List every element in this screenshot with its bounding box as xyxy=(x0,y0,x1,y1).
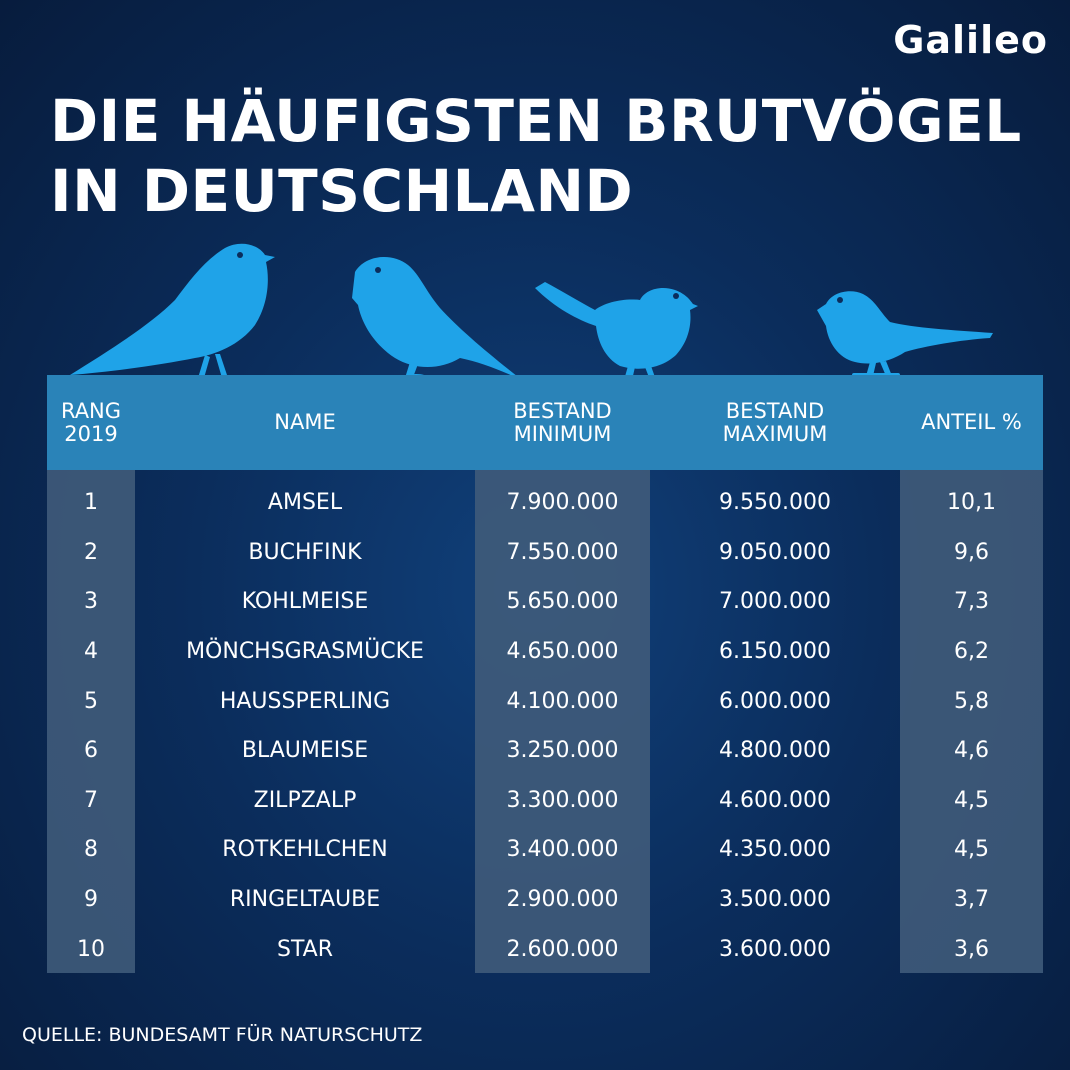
cell-share: 4,6 xyxy=(954,738,989,764)
cell-name: BUCHFINK xyxy=(248,539,362,565)
cell-maximum: 6.150.000 xyxy=(719,639,831,665)
galileo-logo: Galileo xyxy=(893,18,1048,62)
cell-share: 10,1 xyxy=(947,490,996,516)
cell-rank: 3 xyxy=(84,589,98,615)
cell-share: 3,7 xyxy=(954,887,989,913)
table-row: 8 ROTKEHLCHEN 3.400.000 4.350.000 4,5 xyxy=(47,825,1043,875)
cell-minimum: 3.300.000 xyxy=(506,787,619,813)
table-row: 6 BLAUMEISE 3.250.000 4.800.000 4,6 xyxy=(47,726,1043,776)
breeding-birds-table: RANG 2019 NAME BESTAND MINIMUM BESTAND M… xyxy=(47,375,1043,973)
cell-name: STAR xyxy=(276,936,334,962)
header-minimum-line2: MINIMUM xyxy=(513,421,612,446)
bird-3-icon xyxy=(535,282,698,381)
cell-minimum: 5.650.000 xyxy=(506,589,619,615)
table-row: 2 BUCHFINK 7.550.000 9.050.000 9,6 xyxy=(47,528,1043,578)
cell-share: 5,8 xyxy=(954,688,989,714)
table-row: 10 STAR 2.600.000 3.600.000 3,6 xyxy=(47,924,1043,974)
cell-rank: 2 xyxy=(84,539,98,565)
header-maximum-line2: MAXIMUM xyxy=(722,421,828,446)
cell-rank: 9 xyxy=(84,887,98,913)
cell-rank: 10 xyxy=(77,936,105,962)
cell-name: ZILPZALP xyxy=(253,787,357,813)
bird-2-icon xyxy=(352,256,522,382)
rank-column-shade xyxy=(47,470,135,973)
cell-share: 3,6 xyxy=(954,936,989,962)
cell-rank: 1 xyxy=(84,490,98,516)
cell-rank: 8 xyxy=(84,837,98,863)
cell-maximum: 3.500.000 xyxy=(719,887,831,913)
cell-name: BLAUMEISE xyxy=(241,738,369,764)
header-share-line1: ANTEIL % xyxy=(921,410,1022,434)
minimum-column-shade xyxy=(475,470,650,973)
cell-share: 4,5 xyxy=(954,787,989,813)
cell-minimum: 3.400.000 xyxy=(506,837,619,863)
header-name: NAME xyxy=(135,375,475,470)
table-row: 9 RINGELTAUBE 2.900.000 3.500.000 3,7 xyxy=(47,875,1043,925)
cell-minimum: 2.900.000 xyxy=(506,887,619,913)
source-note: QUELLE: BUNDESAMT FÜR NATURSCHUTZ xyxy=(22,1024,423,1046)
cell-maximum: 3.600.000 xyxy=(719,936,831,962)
cell-minimum: 7.900.000 xyxy=(506,490,619,516)
header-rank-line1: RANG xyxy=(60,398,122,423)
bird-silhouettes xyxy=(70,243,993,382)
cell-maximum: 9.050.000 xyxy=(719,539,831,565)
cell-name: KOHLMEISE xyxy=(241,589,369,615)
table-row: 4 MÖNCHSGRASMÜCKE 4.650.000 6.150.000 6,… xyxy=(47,627,1043,677)
cell-maximum: 4.600.000 xyxy=(719,787,831,813)
header-minimum-line1: BESTAND xyxy=(513,398,612,423)
header-name-line1: NAME xyxy=(274,410,336,434)
cell-rank: 4 xyxy=(84,639,98,665)
table-row: 1 AMSEL 7.900.000 9.550.000 10,1 xyxy=(47,478,1043,528)
cell-minimum: 4.100.000 xyxy=(506,688,619,714)
cell-rank: 5 xyxy=(84,688,98,714)
cell-share: 7,3 xyxy=(954,589,989,615)
cell-maximum: 9.550.000 xyxy=(719,490,831,516)
cell-maximum: 4.350.000 xyxy=(719,837,831,863)
title-line-2: IN DEUTSCHLAND xyxy=(50,157,634,225)
cell-maximum: 7.000.000 xyxy=(719,589,831,615)
cell-maximum: 6.000.000 xyxy=(719,688,831,714)
cell-name: HAUSSPERLING xyxy=(219,688,391,714)
share-column-shade xyxy=(900,470,1043,973)
cell-name: MÖNCHSGRASMÜCKE xyxy=(186,639,424,665)
header-share: ANTEIL % xyxy=(900,375,1043,470)
cell-share: 9,6 xyxy=(954,539,989,565)
cell-rank: 7 xyxy=(84,787,98,813)
cell-maximum: 4.800.000 xyxy=(719,738,831,764)
header-rank: RANG 2019 xyxy=(47,375,135,470)
header-maximum: BESTAND MAXIMUM xyxy=(650,375,900,470)
cell-minimum: 2.600.000 xyxy=(506,936,619,962)
header-minimum: BESTAND MINIMUM xyxy=(475,375,650,470)
table-row: 5 HAUSSPERLING 4.100.000 6.000.000 5,8 xyxy=(47,676,1043,726)
cell-minimum: 3.250.000 xyxy=(506,738,619,764)
bird-1-icon xyxy=(70,243,275,380)
table-row: 3 KOHLMEISE 5.650.000 7.000.000 7,3 xyxy=(47,577,1043,627)
table-header: RANG 2019 NAME BESTAND MINIMUM BESTAND M… xyxy=(47,375,1043,470)
cell-minimum: 4.650.000 xyxy=(506,639,619,665)
page-title: DIE HÄUFIGSTEN BRUTVÖGEL IN DEUTSCHLAND xyxy=(50,86,1050,226)
table-row: 7 ZILPZALP 3.300.000 4.600.000 4,5 xyxy=(47,776,1043,826)
cell-name: RINGELTAUBE xyxy=(229,887,381,913)
title-line-1: DIE HÄUFIGSTEN BRUTVÖGEL xyxy=(50,87,1022,155)
cell-name: ROTKEHLCHEN xyxy=(222,837,388,863)
bird-4-icon xyxy=(817,291,993,377)
header-rank-line2: 2019 xyxy=(64,421,118,446)
cell-share: 6,2 xyxy=(954,639,989,665)
cell-name: AMSEL xyxy=(267,490,343,516)
cell-minimum: 7.550.000 xyxy=(506,539,619,565)
header-maximum-line1: BESTAND xyxy=(725,398,825,423)
cell-share: 4,5 xyxy=(954,837,989,863)
cell-rank: 6 xyxy=(84,738,98,764)
